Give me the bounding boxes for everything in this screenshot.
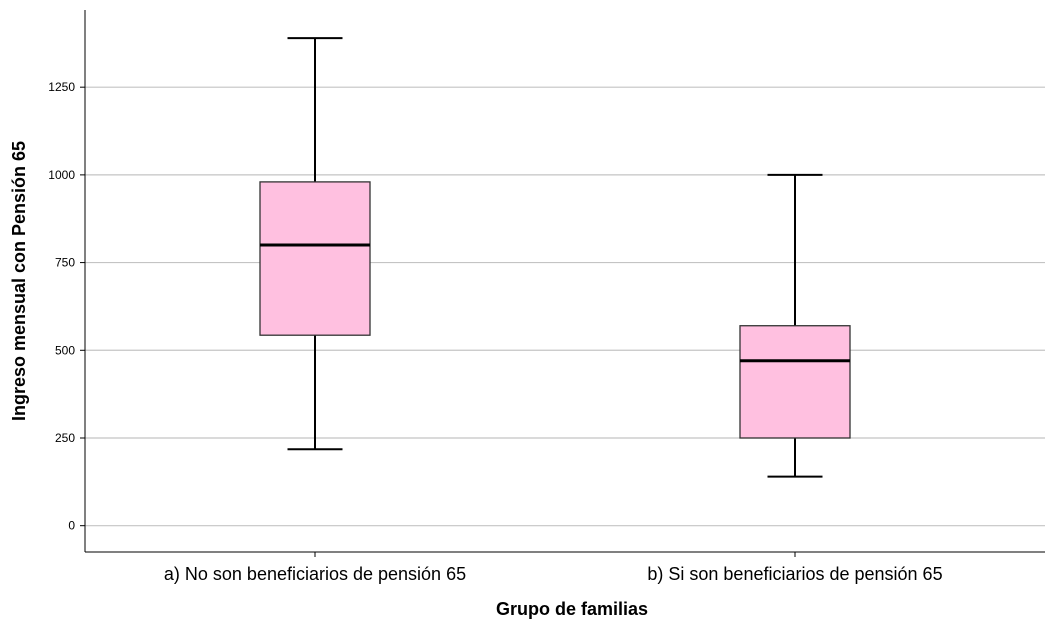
y-tick-labels: 0 250 500 750 1000 1250 [48,80,85,533]
box-group-2 [739,173,851,478]
y-tick-label-750: 750 [55,256,75,270]
iqr-box [259,181,371,336]
x-tick-label-1: a) No son beneficiarios de pensión 65 [164,564,466,584]
y-axis-title: Ingreso mensual con Pensión 65 [9,141,29,421]
category-labels: a) No son beneficiarios de pensión 65 b) … [164,552,943,584]
y-tick-label-1250: 1250 [48,80,75,94]
x-tick-label-2: b) Si son beneficiarios de pensión 65 [647,564,942,584]
axes [84,10,1045,553]
gridlines [85,86,1045,527]
y-tick-label-500: 500 [55,343,75,357]
x-axis-title: Grupo de familias [496,599,648,619]
boxes [259,37,851,478]
y-tick-label-0: 0 [68,519,75,533]
box-group-1 [259,37,371,451]
y-tick-label-250: 250 [55,431,75,445]
iqr-box [739,325,851,439]
y-tick-label-1000: 1000 [48,168,75,182]
